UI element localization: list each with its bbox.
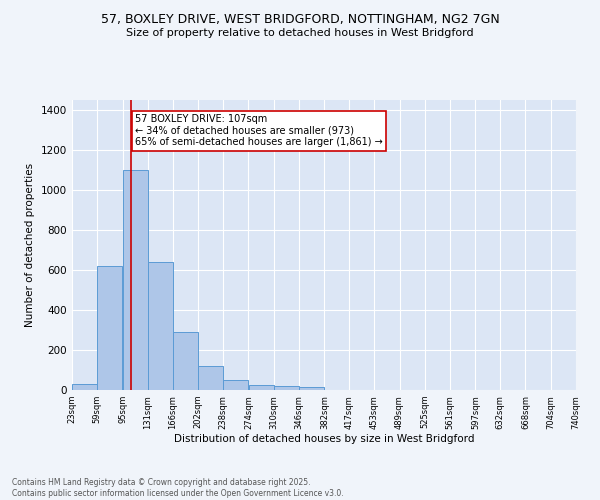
Text: Contains HM Land Registry data © Crown copyright and database right 2025.
Contai: Contains HM Land Registry data © Crown c…	[12, 478, 344, 498]
Y-axis label: Number of detached properties: Number of detached properties	[25, 163, 35, 327]
Bar	[223, 380, 248, 390]
Bar	[248, 385, 274, 390]
Bar	[274, 386, 299, 390]
Text: 57 BOXLEY DRIVE: 107sqm
← 34% of detached houses are smaller (973)
65% of semi-d: 57 BOXLEY DRIVE: 107sqm ← 34% of detache…	[135, 114, 383, 147]
Bar	[198, 366, 223, 390]
Bar	[72, 384, 97, 390]
Bar	[123, 170, 148, 390]
Text: Size of property relative to detached houses in West Bridgford: Size of property relative to detached ho…	[126, 28, 474, 38]
Bar	[173, 332, 197, 390]
Text: 57, BOXLEY DRIVE, WEST BRIDGFORD, NOTTINGHAM, NG2 7GN: 57, BOXLEY DRIVE, WEST BRIDGFORD, NOTTIN…	[101, 12, 499, 26]
Bar	[299, 387, 324, 390]
Bar	[148, 262, 173, 390]
Bar	[97, 266, 122, 390]
X-axis label: Distribution of detached houses by size in West Bridgford: Distribution of detached houses by size …	[174, 434, 474, 444]
